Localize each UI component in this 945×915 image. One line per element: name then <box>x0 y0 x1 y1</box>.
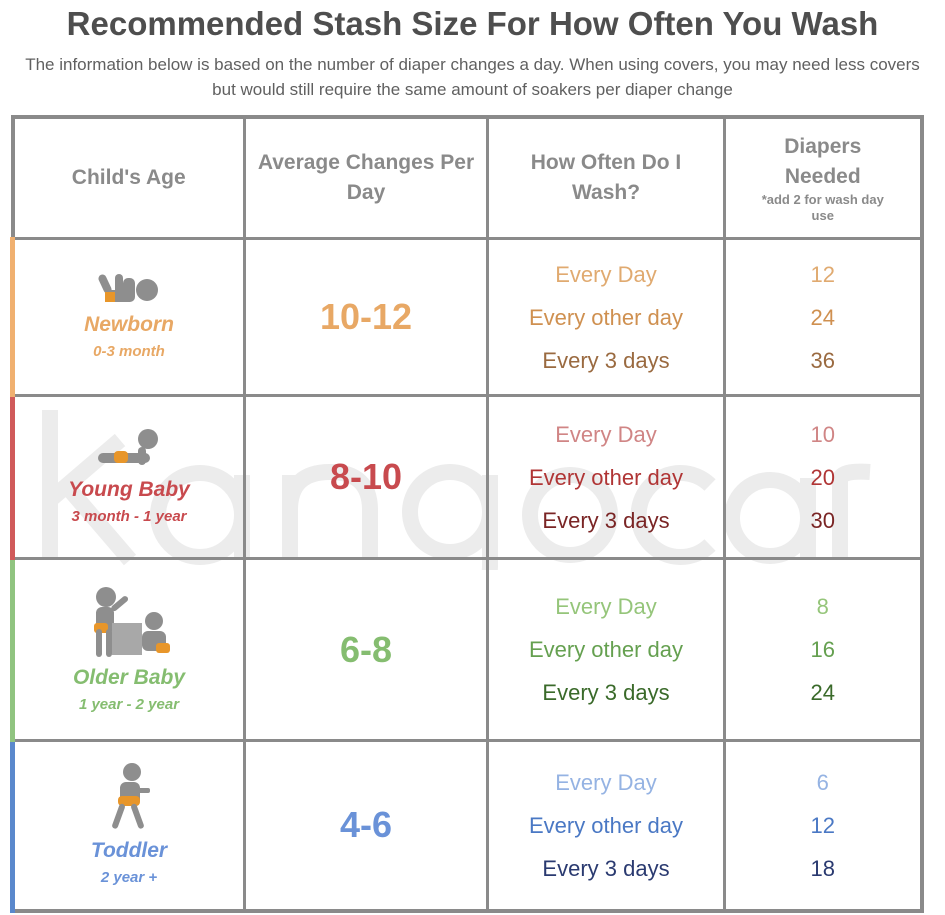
age-cell: Older Baby 1 year - 2 year <box>10 557 246 742</box>
diapers-needed-value: 8 <box>816 594 829 619</box>
age-name: Older Baby <box>72 665 186 689</box>
need-cell: 10 20 30 <box>723 394 923 560</box>
diapers-needed-value: 10 <box>810 421 835 447</box>
wash-frequency: Every other day <box>528 637 684 662</box>
age-range: 3 month - 1 year <box>71 508 187 525</box>
diapers-needed-value: 12 <box>810 812 835 838</box>
wash-cell: Every Day Every other day Every 3 days <box>486 394 726 560</box>
table-row: Young Baby 3 month - 1 year 8-10 Every D… <box>10 394 923 560</box>
crawling-baby-icon <box>15 427 243 471</box>
table-row: Newborn 0-3 month 10-12 Every Day Every o… <box>10 237 923 397</box>
wash-frequency: Every other day <box>528 464 684 490</box>
wash-frequency: Every 3 days <box>542 347 670 373</box>
wash-frequency: Every 3 days <box>542 680 670 705</box>
need-cell: 8 16 24 <box>723 557 923 742</box>
header-diapers-needed: Diapers Needed *add 2 for wash day use <box>723 115 923 240</box>
table-row: Toddler 2 year + 4-6 Every Day Every othe… <box>10 739 923 912</box>
diapers-needed-value: 20 <box>810 464 835 490</box>
wash-frequency: Every Day <box>555 769 657 795</box>
table-header-row: Child's Age Average Changes Per Day How … <box>11 115 923 240</box>
age-cell: Young Baby 3 month - 1 year <box>10 394 246 560</box>
diapers-needed-value: 12 <box>810 261 835 287</box>
page-title: Recommended Stash Size For How Often You… <box>66 5 879 42</box>
diapers-needed-value: 24 <box>810 680 835 705</box>
wash-frequency: Every Day <box>555 261 657 287</box>
age-cell: Toddler 2 year + <box>10 739 246 912</box>
age-name: Toddler <box>90 839 168 863</box>
toddler-icon <box>15 762 243 832</box>
wash-frequency: Every 3 days <box>542 855 670 881</box>
diapers-needed-value: 16 <box>810 637 835 662</box>
average-changes: 6-8 <box>243 557 489 742</box>
age-name: Young Baby <box>68 478 190 501</box>
need-cell: 12 24 36 <box>723 237 923 397</box>
wash-frequency: Every Day <box>555 421 657 447</box>
header-diapers-needed-label: Diapers Needed <box>784 135 862 188</box>
average-changes: 10-12 <box>243 237 489 397</box>
diapers-needed-value: 24 <box>810 304 835 330</box>
header-average-changes: Average Changes Per Day <box>243 115 489 240</box>
wash-frequency: Every Day <box>555 594 657 619</box>
average-changes: 8-10 <box>243 394 489 560</box>
age-name: Newborn <box>84 313 174 336</box>
header-childs-age: Child's Age <box>11 115 246 240</box>
newborn-icon <box>15 272 243 306</box>
header-note: *add 2 for wash day use <box>761 192 884 223</box>
age-cell: Newborn 0-3 month <box>10 237 246 397</box>
table-row: Older Baby 1 year - 2 year 6-8 Every Day… <box>10 557 923 742</box>
average-changes: 4-6 <box>243 739 489 912</box>
older-baby-icon <box>15 585 243 659</box>
wash-cell: Every Day Every other day Every 3 days <box>486 557 726 742</box>
age-range: 1 year - 2 year <box>78 695 180 713</box>
wash-cell: Every Day Every other day Every 3 days <box>486 237 726 397</box>
wash-frequency: Every other day <box>528 812 684 838</box>
diapers-needed-value: 30 <box>810 507 835 533</box>
wash-frequency: Every other day <box>528 304 684 330</box>
diapers-needed-value: 36 <box>810 347 835 373</box>
diapers-needed-value: 6 <box>816 769 829 795</box>
age-range: 2 year + <box>100 869 158 887</box>
wash-cell: Every Day Every other day Every 3 days <box>486 739 726 912</box>
need-cell: 6 12 18 <box>723 739 923 912</box>
diapers-needed-value: 18 <box>810 855 835 881</box>
age-range: 0-3 month <box>93 343 165 360</box>
header-wash-frequency: How Often Do I Wash? <box>486 115 726 240</box>
wash-frequency: Every 3 days <box>542 507 670 533</box>
stash-size-table: Child's Age Average Changes Per Day How … <box>10 115 924 913</box>
page-subtitle: The information below is based on the nu… <box>25 55 920 99</box>
